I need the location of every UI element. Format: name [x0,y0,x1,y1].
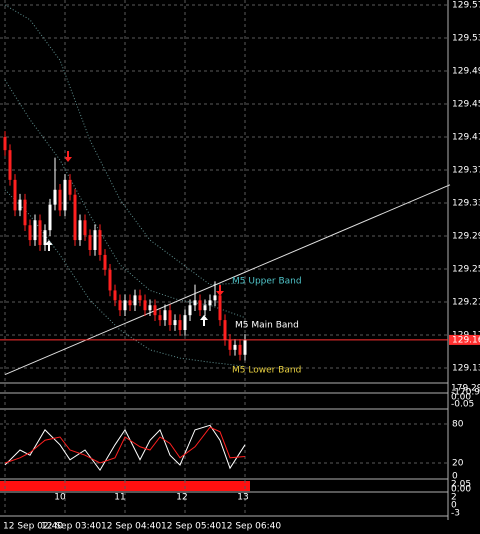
candle-body [13,179,17,211]
y-tick-label: 129.375 [452,165,480,175]
panel-label: -170.98 [451,388,480,398]
candle-body [153,305,157,316]
candle-body [38,220,42,246]
candle-body [73,194,77,241]
candle-body [68,179,72,195]
annotation: M5 Lower Band [232,366,301,376]
candle-body [63,179,67,211]
candle-body [183,315,187,331]
x-tick-label: 12 Sep 05:40 [161,522,221,532]
candle-body [118,300,122,311]
y-tick-label: 0 [452,472,458,482]
oscillator-line [4,424,246,472]
candle-body [98,230,102,255]
panel-label: 179.296 [451,384,480,394]
y-tick-label: 129.295 [452,231,480,241]
y-tick-label: 129.415 [452,132,480,142]
candle-body [28,225,32,241]
candle-body [173,320,177,326]
candle-body [58,189,62,211]
candle-body [48,204,52,231]
candle-body [88,235,92,250]
candle-body [33,220,37,241]
current-price-box [449,334,480,345]
candle-body [148,305,152,311]
candle-body [128,300,132,306]
day-label: 10 [54,493,66,503]
arrow-icon [45,240,53,251]
day-label: 12 [176,493,187,503]
candle-body [228,339,232,350]
arrow-icon [64,151,72,162]
y-tick-label: 80 [452,420,464,430]
panel-label: 2.05 [451,480,471,490]
candle-body [23,199,27,226]
candle-body [243,339,247,355]
y-tick-label: 129.575 [452,0,480,10]
annotation: M5 Upper Band [232,277,302,287]
candle-body [8,150,12,180]
annotation: M5 Main Band [235,321,299,331]
band-upper [4,4,246,286]
day-label: 11 [114,493,125,503]
y-tick-label: 129.215 [452,297,480,307]
candle-body [163,310,167,321]
x-tick-label: 12 Sep 03:40 [41,522,101,532]
x-tick-label: 12 Sep 02:40 [3,522,63,532]
candle-body [198,300,202,311]
current-price-label: 129.169 [452,335,480,345]
y-tick-label: 129.255 [452,264,480,274]
x-tick-label: 12 Sep 06:40 [221,522,281,532]
trendline [4,184,451,376]
panel-label: 0.00 [451,485,471,495]
candle-body [83,220,87,236]
candle-body [53,189,57,205]
candle-body [123,300,127,311]
y-tick-label: 20 [452,459,464,469]
x-tick-label: 12 Sep 04:40 [101,522,161,532]
y-tick-label: 129.135 [452,363,480,373]
candle-body [158,315,162,321]
candle-body [193,300,197,306]
panel-label: 0 [451,501,457,511]
panel-label: -3 [451,509,460,519]
candle-body [78,220,82,241]
candle-body [43,230,47,246]
candle-body [223,320,227,340]
panel-label: 2 [451,493,457,503]
candle-body [108,269,112,291]
candle-body [3,136,7,151]
y-tick-label: 129.455 [452,99,480,109]
y-tick-label: 129.535 [452,33,480,43]
candle-body [168,310,172,326]
oscillator-line [4,426,246,464]
candle-body [213,295,217,301]
candle-body [188,305,192,316]
panel-label: 0.00 [451,393,471,403]
candle-body [208,300,212,306]
candle-body [233,344,237,350]
day-label: 13 [237,493,248,503]
candle-body [203,305,207,311]
panel-label: -0.05 [451,400,474,410]
y-tick-label: 129.335 [452,198,480,208]
candle-body [93,230,97,250]
candle-body [18,199,22,211]
candle-body [113,290,117,301]
arrow-icon [200,315,208,326]
y-tick-label: 129.495 [452,66,480,76]
candle-body [218,295,222,321]
candle-body [178,320,182,331]
candle-body [103,254,107,270]
candle-body [238,344,242,355]
candle-body [138,295,142,301]
candle-body [133,295,137,306]
candle-body [143,300,147,311]
